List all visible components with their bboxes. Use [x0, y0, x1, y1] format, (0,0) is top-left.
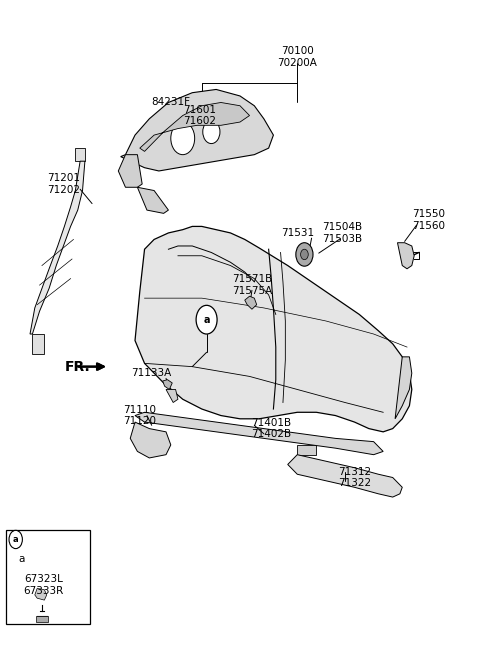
Polygon shape — [118, 155, 142, 187]
Polygon shape — [33, 334, 44, 354]
Polygon shape — [135, 412, 383, 455]
Polygon shape — [395, 357, 412, 419]
Text: 71312
71322: 71312 71322 — [338, 467, 371, 489]
Text: 70100
70200A: 70100 70200A — [277, 46, 317, 67]
Text: a: a — [13, 535, 19, 544]
Polygon shape — [397, 243, 414, 269]
Text: 84231F: 84231F — [151, 98, 190, 107]
Text: 71133A: 71133A — [132, 368, 172, 378]
Text: a: a — [19, 554, 25, 564]
Circle shape — [203, 120, 220, 143]
Polygon shape — [288, 455, 402, 497]
Circle shape — [196, 305, 217, 334]
Bar — [6, 530, 90, 624]
Polygon shape — [36, 616, 48, 622]
Text: 67323L
67333R: 67323L 67333R — [23, 574, 63, 596]
Polygon shape — [140, 102, 250, 151]
Text: 71601
71602: 71601 71602 — [183, 105, 216, 126]
Text: 71110
71120: 71110 71120 — [123, 405, 156, 426]
Text: 71531: 71531 — [281, 228, 314, 238]
Polygon shape — [30, 161, 85, 334]
Polygon shape — [245, 296, 257, 309]
Text: FR.: FR. — [65, 360, 91, 373]
Polygon shape — [75, 148, 85, 161]
Polygon shape — [120, 90, 274, 171]
Text: 71504B
71503B: 71504B 71503B — [323, 222, 363, 244]
Circle shape — [9, 531, 23, 549]
Circle shape — [171, 122, 195, 155]
Polygon shape — [35, 588, 47, 600]
Polygon shape — [166, 390, 178, 403]
Circle shape — [296, 243, 313, 266]
Polygon shape — [297, 445, 316, 455]
Text: 71201
71202: 71201 71202 — [47, 173, 80, 195]
Polygon shape — [135, 227, 412, 432]
Circle shape — [300, 250, 308, 259]
Polygon shape — [130, 422, 171, 458]
Polygon shape — [137, 187, 168, 214]
Text: 71571B
71575A: 71571B 71575A — [232, 274, 272, 296]
Polygon shape — [163, 380, 172, 390]
Text: a: a — [204, 314, 210, 325]
Text: 71550
71560: 71550 71560 — [412, 209, 445, 231]
Text: 71401B
71402B: 71401B 71402B — [251, 418, 291, 440]
